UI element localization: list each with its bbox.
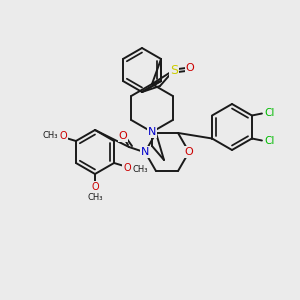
Text: O: O [184,147,194,157]
Text: CH₃: CH₃ [87,193,103,202]
Text: Cl: Cl [265,107,275,118]
Text: O: O [186,63,194,73]
Text: CH₃: CH₃ [42,130,58,140]
Text: O: O [118,131,127,141]
Text: O: O [91,182,99,192]
Text: N: N [141,147,149,157]
Text: O: O [123,163,131,173]
Text: CH₃: CH₃ [132,164,148,173]
Text: S: S [170,64,178,76]
Text: O: O [59,131,67,141]
Text: N: N [148,127,156,137]
Text: Cl: Cl [265,136,275,146]
